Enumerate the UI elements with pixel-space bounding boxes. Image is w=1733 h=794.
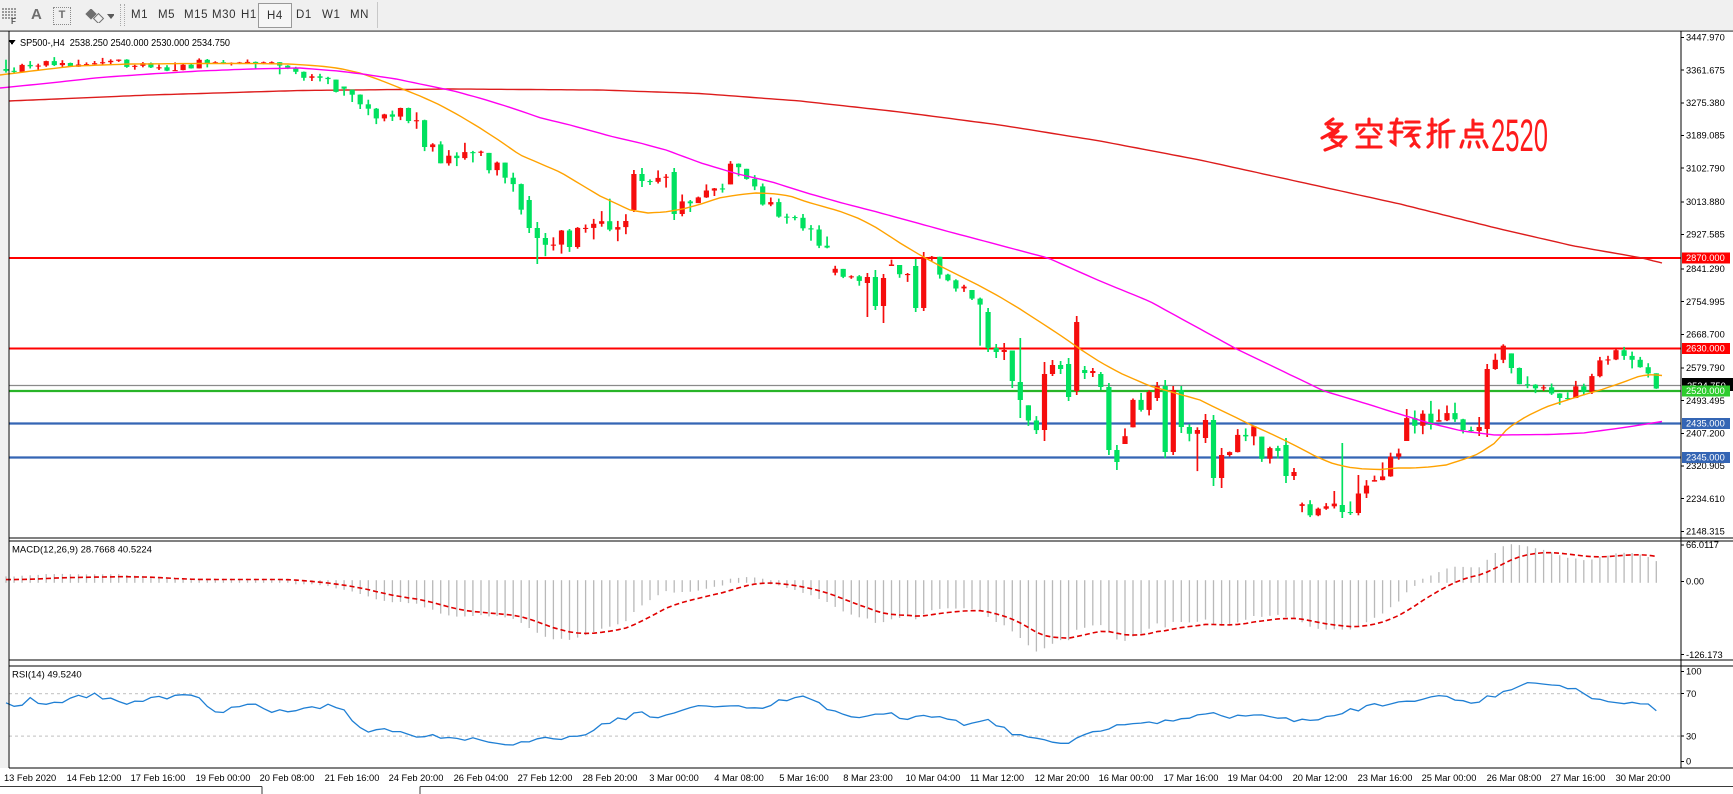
- svg-text:2407.200: 2407.200: [1686, 429, 1725, 439]
- svg-text:0.00: 0.00: [1686, 577, 1704, 587]
- svg-text:27 Mar 16:00: 27 Mar 16:00: [1551, 773, 1606, 783]
- svg-text:2630.000: 2630.000: [1686, 344, 1725, 354]
- svg-text:2579.790: 2579.790: [1686, 363, 1725, 373]
- svg-text:100: 100: [1686, 667, 1702, 677]
- svg-text:2435.000: 2435.000: [1686, 419, 1725, 429]
- svg-text:12 Mar 20:00: 12 Mar 20:00: [1035, 773, 1090, 783]
- svg-text:3189.085: 3189.085: [1686, 131, 1725, 141]
- svg-text:2520.000: 2520.000: [1686, 386, 1725, 396]
- svg-text:10 Mar 04:00: 10 Mar 04:00: [906, 773, 961, 783]
- svg-text:3447.970: 3447.970: [1686, 33, 1725, 43]
- svg-text:2870.000: 2870.000: [1686, 253, 1725, 263]
- svg-text:MACD(12,26,9) 28.7668 40.5224: MACD(12,26,9) 28.7668 40.5224: [12, 545, 152, 556]
- svg-text:17 Mar 16:00: 17 Mar 16:00: [1164, 773, 1219, 783]
- svg-text:21 Feb 16:00: 21 Feb 16:00: [325, 773, 380, 783]
- svg-text:8 Mar 23:00: 8 Mar 23:00: [843, 773, 893, 783]
- svg-text:3275.380: 3275.380: [1686, 98, 1725, 108]
- svg-text:27 Feb 12:00: 27 Feb 12:00: [518, 773, 573, 783]
- svg-text:3013.880: 3013.880: [1686, 197, 1725, 207]
- svg-text:2493.495: 2493.495: [1686, 396, 1725, 406]
- svg-text:2520: 2520: [1491, 110, 1548, 161]
- svg-text:19 Mar 04:00: 19 Mar 04:00: [1228, 773, 1283, 783]
- svg-text:2320.905: 2320.905: [1686, 461, 1725, 471]
- svg-text:13 Feb 2020: 13 Feb 2020: [4, 773, 56, 783]
- svg-text:30: 30: [1686, 731, 1696, 741]
- svg-text:2668.700: 2668.700: [1686, 330, 1725, 340]
- svg-text:5 Mar 16:00: 5 Mar 16:00: [779, 773, 829, 783]
- svg-text:2841.290: 2841.290: [1686, 264, 1725, 274]
- svg-text:26 Feb 04:00: 26 Feb 04:00: [454, 773, 509, 783]
- svg-text:16 Mar 00:00: 16 Mar 00:00: [1099, 773, 1154, 783]
- svg-text:2148.315: 2148.315: [1686, 527, 1725, 537]
- svg-text:0: 0: [1686, 757, 1691, 767]
- svg-text:66.0117: 66.0117: [1686, 540, 1719, 550]
- svg-text:25 Mar 00:00: 25 Mar 00:00: [1422, 773, 1477, 783]
- svg-text:2754.995: 2754.995: [1686, 297, 1725, 307]
- svg-text:-126.173: -126.173: [1686, 650, 1723, 660]
- svg-text:3102.790: 3102.790: [1686, 163, 1725, 173]
- svg-text:14 Feb 12:00: 14 Feb 12:00: [67, 773, 122, 783]
- svg-text:23 Mar 16:00: 23 Mar 16:00: [1358, 773, 1413, 783]
- svg-text:26 Mar 08:00: 26 Mar 08:00: [1487, 773, 1542, 783]
- svg-text:20 Mar 12:00: 20 Mar 12:00: [1293, 773, 1348, 783]
- svg-text:70: 70: [1686, 689, 1696, 699]
- svg-text:3 Mar 00:00: 3 Mar 00:00: [649, 773, 699, 783]
- svg-text:20 Feb 08:00: 20 Feb 08:00: [260, 773, 315, 783]
- svg-text:19 Feb 00:00: 19 Feb 00:00: [196, 773, 251, 783]
- svg-text:24 Feb 20:00: 24 Feb 20:00: [389, 773, 444, 783]
- svg-text:RSI(14) 49.5240: RSI(14) 49.5240: [12, 670, 82, 681]
- svg-text:28 Feb 20:00: 28 Feb 20:00: [583, 773, 638, 783]
- svg-text:17 Feb 16:00: 17 Feb 16:00: [131, 773, 186, 783]
- svg-text:2345.000: 2345.000: [1686, 453, 1725, 463]
- svg-text:2234.610: 2234.610: [1686, 494, 1725, 504]
- svg-text:4 Mar 08:00: 4 Mar 08:00: [714, 773, 764, 783]
- svg-text:F: F: [11, 17, 16, 25]
- svg-text:3361.675: 3361.675: [1686, 65, 1725, 75]
- svg-text:11 Mar 12:00: 11 Mar 12:00: [970, 773, 1024, 783]
- svg-text:2927.585: 2927.585: [1686, 230, 1725, 240]
- svg-text:SP500-,H4 2538.250 2540.000 2: SP500-,H4 2538.250 2540.000 2530.000 253…: [20, 37, 230, 49]
- svg-text:30 Mar 20:00: 30 Mar 20:00: [1616, 773, 1671, 783]
